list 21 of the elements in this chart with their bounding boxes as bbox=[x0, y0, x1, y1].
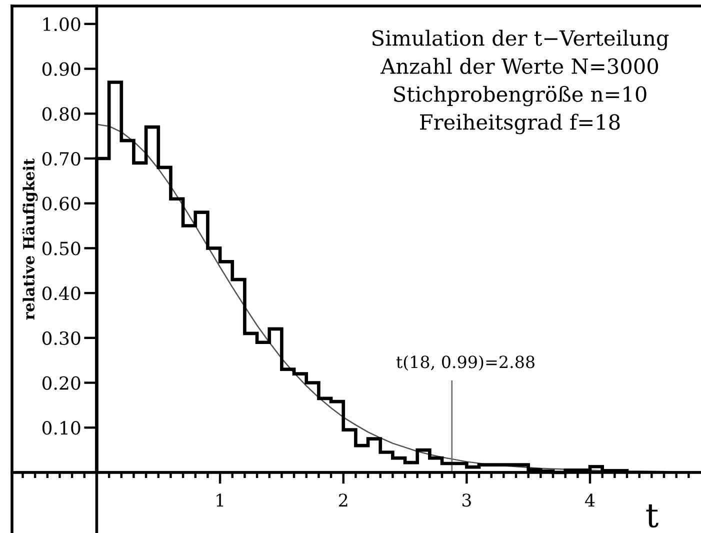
y-tick-label: 0.50 bbox=[42, 242, 80, 256]
y-tick-label: 0.20 bbox=[42, 376, 80, 390]
y-axis-title: relative Häufigkeit bbox=[22, 158, 38, 320]
y-tick-label: 0.40 bbox=[42, 286, 80, 300]
x-tick-label: 3 bbox=[462, 494, 471, 507]
annotation: Simulation der t−Verteilung bbox=[372, 30, 669, 50]
y-tick-label: 0.10 bbox=[42, 421, 80, 435]
y-tick-label: 0.60 bbox=[42, 196, 80, 210]
annotation: Freiheitsgrad f=18 bbox=[420, 114, 620, 134]
y-tick-label: 1.00 bbox=[43, 17, 80, 32]
ref-line-label: t(18, 0.99)=2.88 bbox=[396, 355, 534, 371]
x-tick-label: 1 bbox=[216, 494, 224, 506]
y-tick-label: 0.30 bbox=[42, 331, 80, 346]
annotation: Anzahl der Werte N=3000 bbox=[380, 58, 658, 74]
y-tick-label: 0.90 bbox=[42, 62, 80, 76]
x-tick-label: 4 bbox=[585, 494, 595, 506]
x-axis-title: t bbox=[646, 504, 658, 528]
y-tick-label: 0.80 bbox=[42, 107, 80, 121]
x-tick-label: 2 bbox=[339, 494, 348, 506]
y-tick-label: 0.70 bbox=[42, 152, 80, 166]
annotation: Stichprobengröße n=10 bbox=[394, 86, 646, 106]
